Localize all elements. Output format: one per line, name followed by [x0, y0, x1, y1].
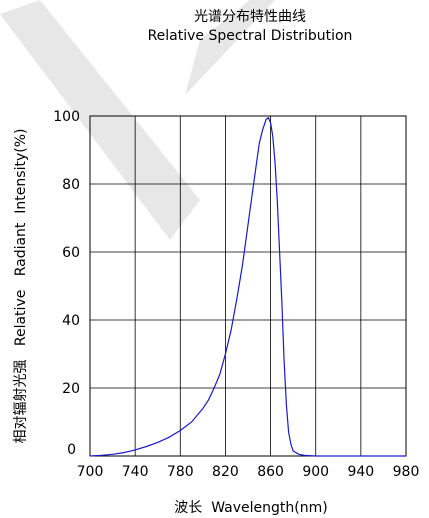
y-axis-label: 相对辐射光强 Relative Radiant Intensity(%) — [13, 129, 29, 444]
y-tick-label-0: 0 — [67, 442, 76, 458]
y-tick-label-80: 80 — [62, 177, 80, 193]
x-tick-label-940: 940 — [347, 464, 374, 480]
x-tick-label-820: 820 — [212, 464, 239, 480]
x-tick-labels: 700 740 780 820 860 900 940 980 — [77, 464, 420, 480]
y-tick-label-100: 100 — [53, 109, 80, 125]
x-tick-label-980: 980 — [393, 464, 420, 480]
x-tick-label-780: 780 — [167, 464, 194, 480]
x-tick-label-860: 860 — [257, 464, 284, 480]
spectral-curve — [89, 116, 406, 457]
y-tick-labels: 0 20 40 60 80 100 — [53, 109, 80, 458]
x-tick-label-700: 700 — [77, 464, 104, 480]
y-tick-label-60: 60 — [62, 245, 80, 261]
chart-title: 光谱分布特性曲线 — [194, 9, 306, 25]
x-tick-label-740: 740 — [122, 464, 149, 480]
chart-subtitle: Relative Spectral Distribution — [148, 28, 353, 44]
x-tick-label-900: 900 — [302, 464, 329, 480]
grid-lines — [89, 115, 407, 457]
y-tick-label-40: 40 — [62, 313, 80, 329]
plot-frame — [89, 115, 407, 457]
x-axis-label: 波长 Wavelength(nm) — [174, 500, 327, 516]
y-tick-label-20: 20 — [62, 381, 80, 397]
